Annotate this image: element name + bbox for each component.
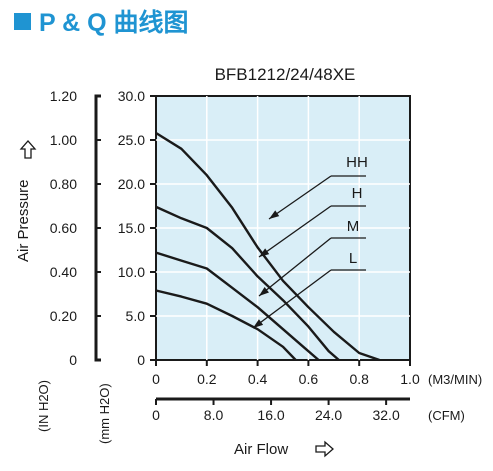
curve-label-hh: HH	[346, 154, 368, 171]
x-tick-cfm-label: 32.0	[372, 407, 399, 423]
x-unit-cfm-label: (CFM)	[428, 408, 465, 423]
x-ticks-cfm: 0 8.0 16.0 24.0 32.0	[152, 399, 400, 423]
x-axis-label: Air Flow	[234, 441, 288, 458]
page-heading: P & Q 曲线图	[14, 4, 189, 38]
x-tick-m3-label: 0.8	[349, 371, 369, 387]
leader-line	[268, 175, 332, 220]
y-ticks-in: 0 0.20 0.40 0.60 0.80 1.00 1.20	[50, 88, 101, 368]
y-tick-in-label: 1.00	[50, 132, 77, 148]
curve-h	[155, 205, 340, 361]
leader-line	[258, 205, 332, 258]
leader-line	[252, 269, 332, 329]
curve-m	[155, 251, 320, 361]
y-tick-in-label: 0.20	[50, 308, 77, 324]
curve-l	[155, 289, 297, 361]
grid-lines	[156, 96, 410, 360]
curve-label-l: L	[349, 250, 357, 267]
y-tick-in-label: 0.60	[50, 220, 77, 236]
x-tick-m3-label: 0.4	[248, 371, 268, 387]
curve-group	[155, 131, 380, 362]
leader-arrowhead	[259, 248, 270, 257]
y-unit-mm-label: (mm H2O)	[97, 383, 112, 444]
x-tick-cfm-label: 8.0	[204, 407, 224, 423]
y-unit-in-label: (IN H2O)	[36, 380, 51, 432]
curve-label-m: M	[347, 218, 360, 235]
x-tick-m3-label: 1.0	[400, 371, 420, 387]
y-tick-mm-label: 15.0	[118, 220, 145, 236]
y-tick-mm-label: 30.0	[118, 88, 145, 104]
y-axis-label: Air Pressure	[15, 179, 32, 262]
leader-arrowhead	[269, 210, 280, 219]
x-tick-cfm-label: 16.0	[257, 407, 284, 423]
leader-arrowhead	[253, 319, 264, 328]
right-arrow-icon	[315, 440, 334, 458]
x-tick-cfm-label: 0	[152, 407, 160, 423]
up-arrow-icon	[19, 140, 37, 159]
x-ticks-m3: 0 0.2 0.4 0.6 0.8 1.0	[152, 360, 420, 387]
x-tick-m3-label: 0.2	[197, 371, 217, 387]
leader-line	[258, 237, 332, 297]
leader-arrowhead	[259, 287, 269, 296]
curve-hh	[155, 131, 380, 362]
y-tick-in-label: 0.40	[50, 264, 77, 280]
x-tick-m3-label: 0.6	[299, 371, 319, 387]
x-tick-cfm-label: 24.0	[315, 407, 342, 423]
y-tick-mm-label: 10.0	[118, 264, 145, 280]
y-tick-mm-label: 0	[137, 352, 145, 368]
y-tick-mm-label: 20.0	[118, 176, 145, 192]
page-title: P & Q 曲线图	[39, 9, 189, 37]
y-tick-mm-label: 25.0	[118, 132, 145, 148]
y-ticks-mm: 0 5.0 10.0 15.0 20.0 25.0 30.0	[118, 88, 156, 368]
y-tick-in-label: 0	[69, 352, 77, 368]
heading-square-icon	[14, 12, 31, 30]
chart-title: BFB1212/24/48XE	[215, 65, 356, 84]
y-tick-in-label: 0.80	[50, 176, 77, 192]
curve-label-h: H	[352, 185, 363, 202]
x-unit-m3-label: (M3/MIN)	[428, 372, 482, 387]
y-tick-mm-label: 5.0	[126, 308, 146, 324]
y-tick-in-label: 1.20	[50, 88, 77, 104]
x-tick-m3-label: 0	[152, 371, 160, 387]
